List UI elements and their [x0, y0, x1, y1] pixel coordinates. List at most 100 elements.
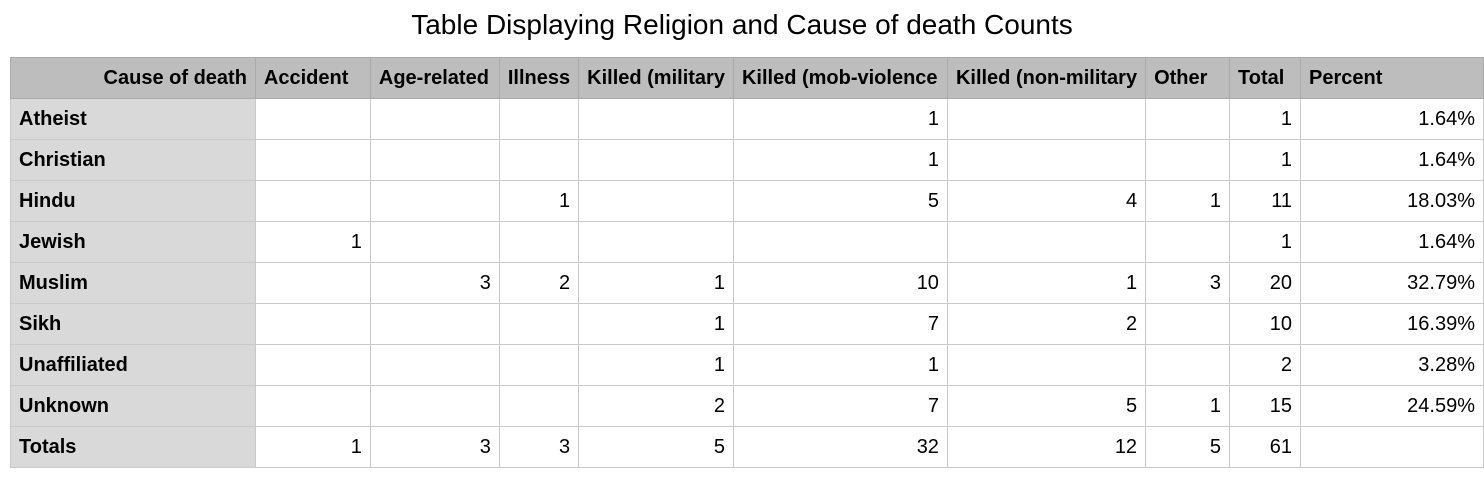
table-cell: 3 — [498, 426, 580, 468]
table-cell — [946, 139, 1147, 181]
table-cell: 20 — [1229, 262, 1302, 304]
table-row: Atheist 1 1 1.64% — [10, 98, 1484, 140]
table-cell: 3.28% — [1300, 344, 1484, 386]
table-cell: 5 — [1145, 426, 1231, 468]
table-cell: 5 — [732, 180, 948, 222]
table-cell: 5 — [946, 385, 1147, 427]
table-cell: 2 — [498, 262, 580, 304]
column-header: Killed (military — [578, 57, 734, 99]
table-cell: 4 — [946, 180, 1147, 222]
table-cell — [254, 98, 371, 140]
table-cell: 24.59% — [1300, 385, 1484, 427]
table-cell — [1145, 139, 1231, 181]
table-cell: 1 — [946, 262, 1147, 304]
table-row: Christian 1 1 1.64% — [10, 139, 1484, 181]
table-cell — [254, 385, 371, 427]
table-cell — [1145, 303, 1231, 345]
column-header: Killed (non-military — [946, 57, 1147, 99]
row-header: Jewish — [10, 221, 256, 263]
table-cell: 2 — [1229, 344, 1302, 386]
corner-header: Cause of death — [10, 57, 256, 99]
table-cell: 16.39% — [1300, 303, 1484, 345]
table-cell: 1 — [1145, 385, 1231, 427]
table-cell: 1 — [578, 303, 734, 345]
table-cell: 1 — [1229, 98, 1302, 140]
table-cell: 15 — [1229, 385, 1302, 427]
table-cell: 3 — [369, 262, 500, 304]
row-header: Totals — [10, 426, 256, 468]
table-cell — [369, 303, 500, 345]
table-cell — [498, 385, 580, 427]
table-cell: 32.79% — [1300, 262, 1484, 304]
table-cell — [732, 221, 948, 263]
table-cell — [946, 221, 1147, 263]
table-cell — [369, 344, 500, 386]
table-body: Atheist 1 1 1.64% Christian 1 1 1.64% Hindu 1 5 4 1 1… — [10, 98, 1484, 468]
row-header: Muslim — [10, 262, 256, 304]
totals-row: Totals 1 3 3 5 32 12 5 61 — [10, 426, 1484, 468]
table-cell: 3 — [369, 426, 500, 468]
table-cell: 1 — [254, 221, 371, 263]
column-header: Killed (mob-violence — [732, 57, 948, 99]
table-cell: 1 — [732, 98, 948, 140]
table-cell — [369, 98, 500, 140]
column-header: Other — [1145, 57, 1231, 99]
table-cell: 1.64% — [1300, 139, 1484, 181]
table-row: Unaffiliated 1 1 2 3.28% — [10, 344, 1484, 386]
table-cell — [578, 180, 734, 222]
table-row: Muslim 3 2 1 10 1 3 20 32.79% — [10, 262, 1484, 304]
table-cell — [369, 180, 500, 222]
column-header: Age-related — [369, 57, 500, 99]
table-cell — [369, 221, 500, 263]
table-cell: 1 — [732, 139, 948, 181]
table-cell — [498, 139, 580, 181]
row-header: Unknown — [10, 385, 256, 427]
table-cell — [254, 303, 371, 345]
table-title: Table Displaying Religion and Cause of d… — [411, 9, 1073, 40]
table-cell — [578, 139, 734, 181]
table-cell: 18.03% — [1300, 180, 1484, 222]
column-header: Percent — [1300, 57, 1484, 99]
column-header: Total — [1229, 57, 1302, 99]
table-cell: 1.64% — [1300, 98, 1484, 140]
table-cell: 3 — [1145, 262, 1231, 304]
table-cell: 1 — [1145, 180, 1231, 222]
table-cell: 12 — [946, 426, 1147, 468]
table-cell: 1 — [254, 426, 371, 468]
table-cell — [254, 262, 371, 304]
table-cell — [578, 221, 734, 263]
row-header: Sikh — [10, 303, 256, 345]
table-cell — [498, 221, 580, 263]
table-cell: 11 — [1229, 180, 1302, 222]
table-cell: 2 — [578, 385, 734, 427]
table-cell: 1.64% — [1300, 221, 1484, 263]
table-cell: 1 — [578, 344, 734, 386]
table-cell: 2 — [946, 303, 1147, 345]
table-row: Hindu 1 5 4 1 11 18.03% — [10, 180, 1484, 222]
religion-cause-table: Cause of death Accident Age-related Illn… — [10, 57, 1484, 468]
column-header: Illness — [498, 57, 580, 99]
table-cell — [1145, 98, 1231, 140]
table-cell — [578, 98, 734, 140]
table-row: Sikh 1 7 2 10 16.39% — [10, 303, 1484, 345]
row-header: Atheist — [10, 98, 256, 140]
table-cell — [1145, 221, 1231, 263]
table-cell: 10 — [1229, 303, 1302, 345]
table-cell: 10 — [732, 262, 948, 304]
table-cell: 7 — [732, 303, 948, 345]
row-header: Christian — [10, 139, 256, 181]
table-cell: 5 — [578, 426, 734, 468]
row-header: Hindu — [10, 180, 256, 222]
header-row: Cause of death Accident Age-related Illn… — [10, 57, 1484, 99]
table-cell — [369, 385, 500, 427]
table-cell: 61 — [1229, 426, 1302, 468]
table-cell: 1 — [732, 344, 948, 386]
table-cell — [254, 139, 371, 181]
table-cell: 1 — [578, 262, 734, 304]
table-cell — [498, 303, 580, 345]
table-row: Unknown 2 7 5 1 15 24.59% — [10, 385, 1484, 427]
table-cell — [254, 344, 371, 386]
table-cell — [946, 98, 1147, 140]
table-cell: 32 — [732, 426, 948, 468]
table-cell — [498, 98, 580, 140]
